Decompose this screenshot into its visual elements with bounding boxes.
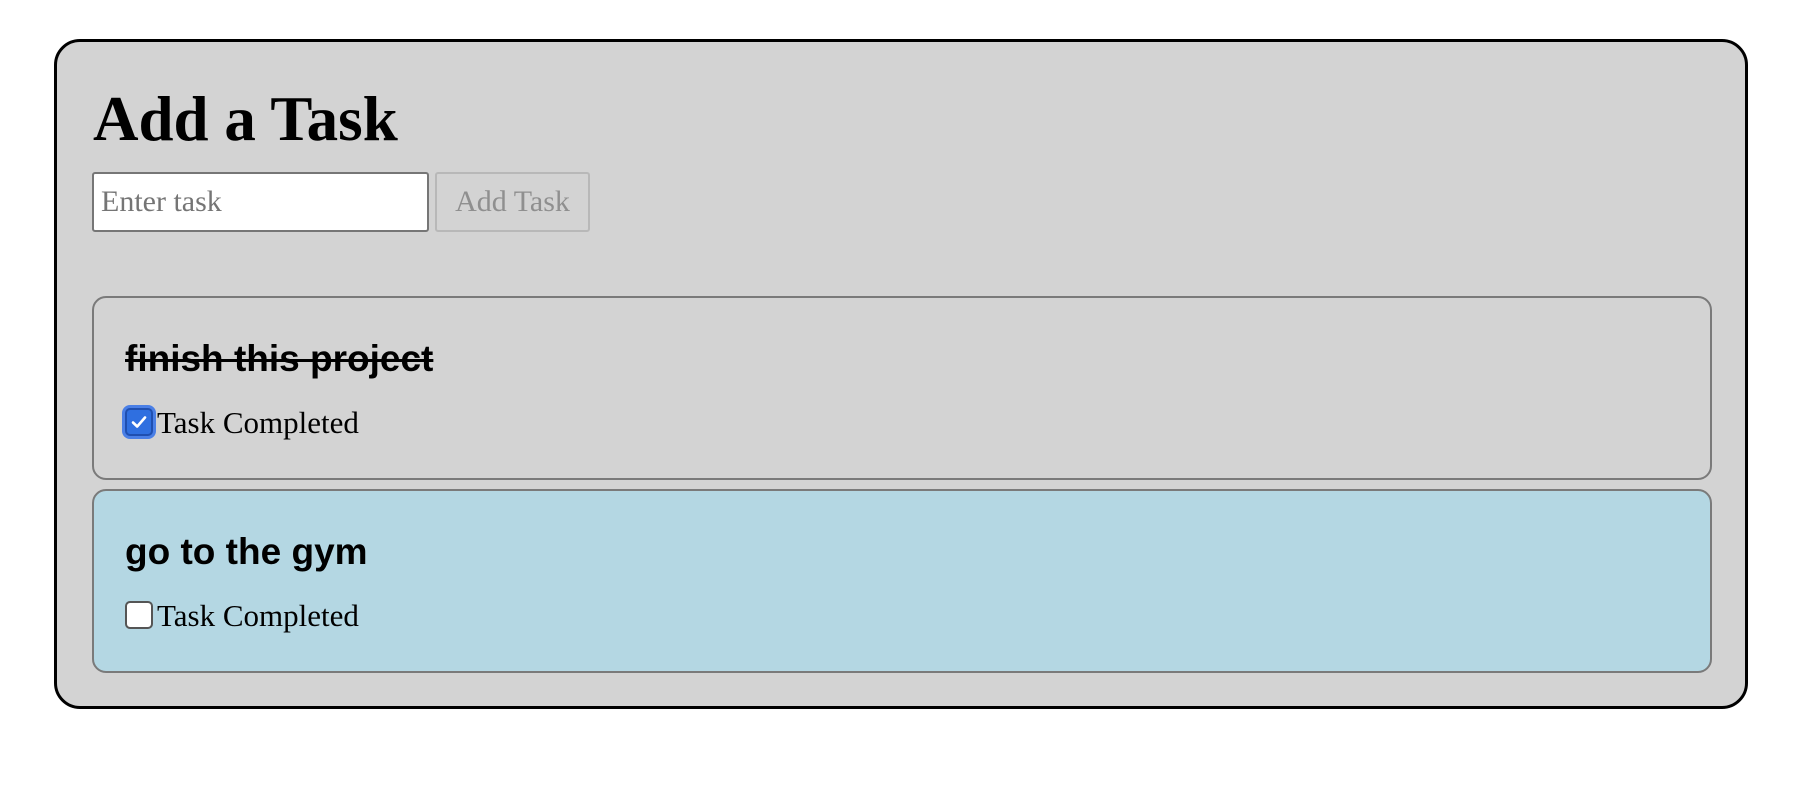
task-completed-label: Task Completed [157,597,359,633]
task-completed-checkbox[interactable] [125,601,153,629]
task-completed-label: Task Completed [157,404,359,440]
task-card: finish this project Task Completed [92,296,1712,480]
checkmark-icon [131,416,147,428]
add-task-button[interactable]: Add Task [435,172,590,232]
task-input[interactable] [92,172,429,232]
page-title: Add a Task [93,84,398,154]
task-completed-checkbox[interactable] [125,408,153,436]
task-completed-toggle[interactable]: Task Completed [125,595,359,635]
task-card: go to the gym Task Completed [92,489,1712,673]
todo-panel: Add a Task Add Task finish this project … [54,39,1748,709]
task-title: go to the gym [125,531,368,572]
task-title: finish this project [125,338,434,379]
task-completed-toggle[interactable]: Task Completed [125,402,359,442]
